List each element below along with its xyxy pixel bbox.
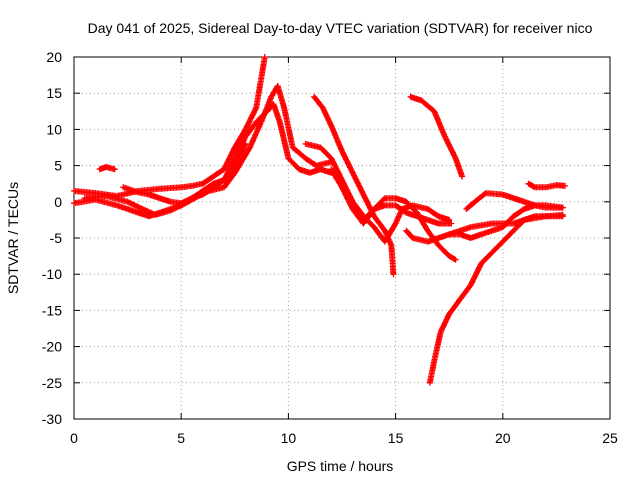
series-track-g xyxy=(302,140,453,245)
y-axis: -30 -25 -20 -15 -10 -5 0 5 10 15 20 xyxy=(42,49,610,427)
series-track-e xyxy=(120,140,249,207)
series-markers xyxy=(463,190,566,212)
y-axis-label: SDTVAR / TECUs xyxy=(5,182,21,294)
x-axis: 0 5 10 15 20 25 xyxy=(70,57,618,446)
series-track-l xyxy=(426,213,566,386)
y-tick-label: 15 xyxy=(46,85,62,101)
series-markers xyxy=(525,180,568,191)
x-tick-label: 25 xyxy=(602,430,618,446)
x-tick-label: 10 xyxy=(281,430,297,446)
y-tick-label: -15 xyxy=(42,302,62,318)
series-track-d xyxy=(96,164,118,173)
chart-title: Day 041 of 2025, Sidereal Day-to-day VTE… xyxy=(88,20,593,36)
x-tick-label: 15 xyxy=(388,430,404,446)
series-markers xyxy=(96,164,118,173)
series-markers xyxy=(426,213,566,386)
series-track-a xyxy=(71,54,268,199)
series-track-o xyxy=(525,180,568,191)
series-track-f xyxy=(311,93,397,278)
y-tick-label: -25 xyxy=(42,375,62,391)
y-tick-label: 0 xyxy=(54,194,62,210)
series-track-c xyxy=(81,83,335,218)
series-track-m xyxy=(463,190,566,212)
x-tick-label: 0 xyxy=(70,430,78,446)
series-markers xyxy=(407,93,466,180)
y-tick-label: -20 xyxy=(42,339,62,355)
data-series xyxy=(71,54,568,386)
grid xyxy=(74,57,610,419)
series-markers xyxy=(81,83,335,218)
y-tick-label: -30 xyxy=(42,411,62,427)
y-tick-label: 20 xyxy=(46,49,62,65)
y-tick-label: 5 xyxy=(54,158,62,174)
series-markers xyxy=(120,140,249,207)
x-tick-label: 5 xyxy=(177,430,185,446)
series-markers xyxy=(360,202,455,227)
y-tick-label: -5 xyxy=(50,230,63,246)
series-track-k xyxy=(407,93,466,180)
series-markers xyxy=(446,211,566,238)
x-axis-label: GPS time / hours xyxy=(287,458,394,474)
y-tick-label: -10 xyxy=(42,266,62,282)
x-tick-label: 20 xyxy=(495,430,511,446)
series-markers xyxy=(311,93,397,278)
series-track-n xyxy=(446,211,566,238)
y-tick-label: 10 xyxy=(46,121,62,137)
series-markers xyxy=(302,140,453,245)
series-markers xyxy=(71,54,268,199)
series-track-i xyxy=(360,202,455,227)
